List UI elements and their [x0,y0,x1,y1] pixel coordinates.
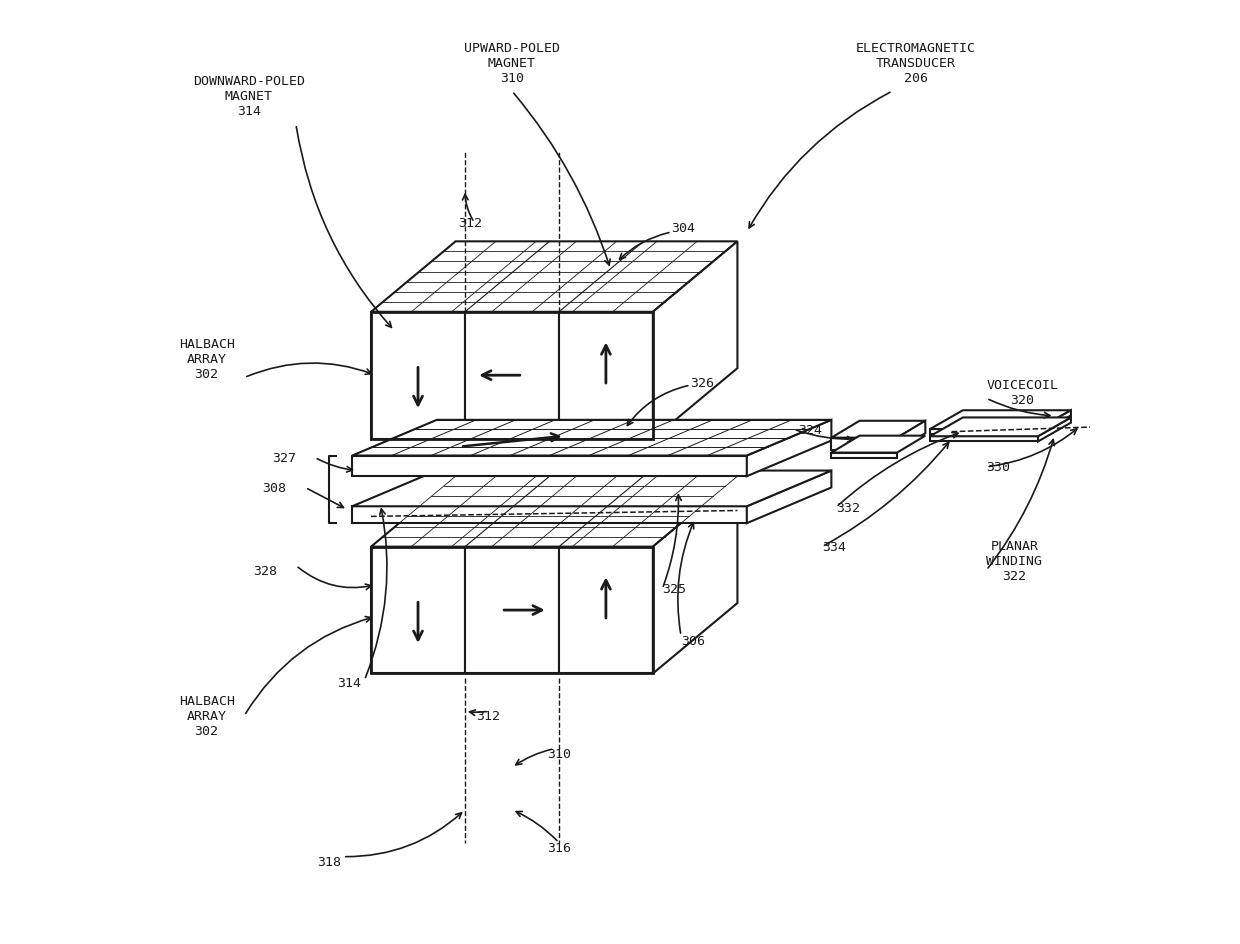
Polygon shape [371,312,465,439]
Text: 314: 314 [337,677,362,690]
Text: 326: 326 [691,377,714,389]
Text: 328: 328 [253,565,277,577]
Text: 330: 330 [986,461,1011,474]
Text: DOWNWARD-POLED
MAGNET
314: DOWNWARD-POLED MAGNET 314 [193,76,305,118]
Text: HALBACH
ARRAY
302: HALBACH ARRAY 302 [179,338,234,380]
Polygon shape [1038,411,1071,435]
Polygon shape [831,436,925,453]
Polygon shape [352,456,746,477]
Text: HALBACH
ARRAY
302: HALBACH ARRAY 302 [179,695,234,737]
Polygon shape [371,477,738,548]
Text: VOICECOIL
320: VOICECOIL 320 [986,379,1059,406]
Polygon shape [831,421,925,438]
Polygon shape [371,242,738,312]
Polygon shape [746,420,831,477]
Polygon shape [930,430,1038,435]
Polygon shape [653,242,738,439]
Polygon shape [831,453,897,459]
Text: 312: 312 [476,710,501,722]
Polygon shape [1038,418,1071,442]
Polygon shape [930,411,1071,430]
Text: 304: 304 [672,222,696,234]
Polygon shape [831,438,897,450]
Polygon shape [559,312,653,439]
Polygon shape [930,437,1038,442]
Polygon shape [746,471,831,524]
Text: 334: 334 [822,541,846,553]
Text: 308: 308 [263,481,286,495]
Text: 306: 306 [681,634,706,648]
Polygon shape [653,477,738,674]
Text: ELECTROMAGNETIC
TRANSDUCER
206: ELECTROMAGNETIC TRANSDUCER 206 [856,42,976,85]
Polygon shape [559,548,653,674]
Text: 324: 324 [799,423,822,436]
Text: 312: 312 [458,217,481,229]
Polygon shape [352,507,746,524]
Text: 325: 325 [662,582,686,596]
Text: 310: 310 [547,747,570,760]
Text: 332: 332 [836,501,861,514]
Text: 318: 318 [316,855,341,868]
Text: 316: 316 [547,841,570,854]
Polygon shape [371,548,465,674]
Polygon shape [465,548,559,674]
Text: PLANAR
WINDING
322: PLANAR WINDING 322 [986,540,1043,582]
Text: 327: 327 [272,451,296,464]
Polygon shape [930,418,1071,437]
Polygon shape [352,420,831,456]
Text: UPWARD-POLED
MAGNET
310: UPWARD-POLED MAGNET 310 [464,42,560,85]
Polygon shape [897,421,925,450]
Polygon shape [352,471,831,507]
Polygon shape [465,312,559,439]
